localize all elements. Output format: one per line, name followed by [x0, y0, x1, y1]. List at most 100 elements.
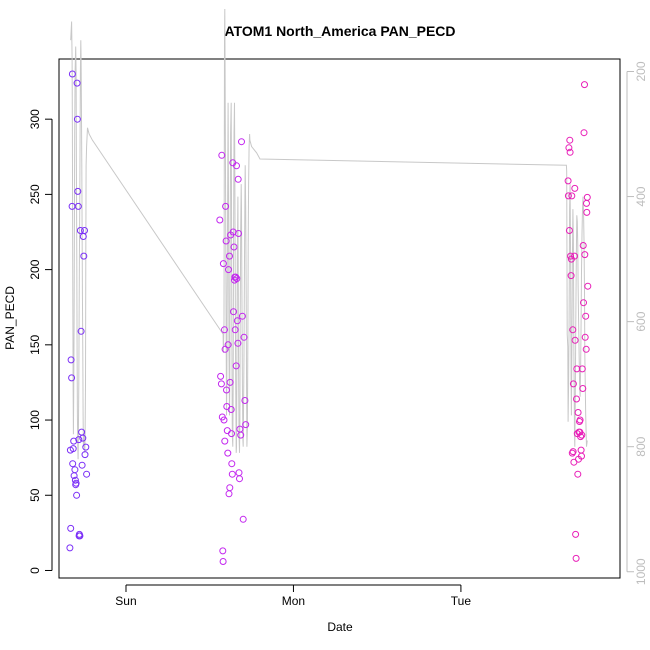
- data-point: [578, 431, 586, 439]
- data-point: [222, 202, 230, 210]
- data-point: [226, 252, 233, 260]
- data-point: [225, 266, 232, 274]
- data-point: [67, 524, 75, 532]
- data-point: [573, 395, 580, 403]
- data-point: [568, 192, 576, 200]
- data-point: [572, 554, 580, 562]
- y-tick-label: 250: [28, 184, 42, 204]
- data-point: [579, 385, 587, 392]
- data-point: [569, 380, 577, 388]
- y-tick-label: 100: [28, 410, 42, 430]
- data-point: [82, 443, 90, 451]
- data-point: [580, 129, 588, 137]
- data-point: [68, 374, 76, 382]
- data-point: [566, 136, 574, 144]
- data-point: [231, 326, 239, 334]
- data-point: [72, 479, 80, 487]
- data-point: [571, 252, 578, 260]
- data-point: [228, 470, 236, 478]
- data-point: [236, 475, 243, 483]
- data-point: [221, 326, 228, 334]
- data-point: [69, 445, 77, 453]
- chart-title: ATOM1 North_America PAN_PECD: [224, 23, 455, 39]
- data-point: [240, 333, 248, 341]
- data-point: [224, 341, 232, 349]
- data-point: [73, 491, 81, 499]
- secondary-line-layer: [70, 8, 588, 460]
- data-point: [576, 416, 584, 424]
- secondary-series-line: [70, 8, 588, 460]
- data-point: [566, 148, 574, 156]
- data-point: [74, 202, 82, 210]
- data-point: [234, 339, 242, 347]
- x-tick-label: Tue: [451, 594, 472, 608]
- x-axis-title: Date: [327, 620, 353, 634]
- data-point: [81, 227, 88, 234]
- data-point: [233, 275, 241, 283]
- data-point: [574, 470, 582, 478]
- data-point: [583, 199, 590, 207]
- y-tick-label: 200: [28, 259, 42, 279]
- y2-tick-label: 800: [634, 436, 648, 456]
- data-point: [235, 469, 243, 477]
- data-point: [571, 184, 579, 192]
- data-point: [564, 177, 572, 185]
- data-point: [578, 365, 586, 373]
- y-tick-label: 50: [28, 488, 42, 502]
- data-point: [238, 312, 246, 320]
- data-point: [569, 326, 577, 334]
- data-point: [238, 138, 245, 146]
- data-point: [230, 243, 238, 251]
- plot-area-frame: [58, 58, 621, 579]
- data-point: [565, 227, 573, 234]
- y-tick-label: 150: [28, 334, 42, 354]
- secondary-y-axis: 200 400 600 800 1000: [626, 61, 648, 585]
- data-point: [228, 430, 235, 438]
- data-point: [73, 79, 81, 87]
- data-point: [78, 461, 86, 469]
- data-point: [579, 242, 587, 249]
- data-point: [219, 547, 227, 555]
- data-point: [227, 406, 235, 413]
- data-point: [67, 356, 75, 364]
- data-point: [223, 386, 230, 394]
- data-point: [224, 449, 232, 457]
- x-axis: Sun Mon Tue: [115, 584, 472, 608]
- y-tick-label: 0: [28, 567, 42, 574]
- data-point: [232, 362, 240, 370]
- data-point: [225, 490, 233, 498]
- data-point: [577, 433, 585, 441]
- data-point: [79, 434, 87, 442]
- y-axis-title: PAN_PECD: [3, 286, 17, 350]
- data-point: [230, 308, 237, 316]
- data-point: [226, 378, 234, 386]
- data-point: [580, 299, 587, 307]
- data-point: [582, 312, 590, 320]
- data-point: [241, 397, 249, 404]
- y2-tick-label: 600: [634, 311, 648, 331]
- data-point: [578, 452, 585, 460]
- data-point: [71, 476, 79, 484]
- data-point: [583, 193, 591, 201]
- data-point: [76, 532, 84, 540]
- data-point: [237, 431, 245, 439]
- data-point: [69, 460, 77, 468]
- data-point: [217, 372, 225, 380]
- data-point: [581, 81, 588, 89]
- data-point: [222, 237, 230, 245]
- data-point: [242, 421, 250, 429]
- data-point: [567, 272, 575, 280]
- data-point: [571, 336, 579, 344]
- data-point: [581, 251, 589, 259]
- data-point: [218, 151, 226, 159]
- data-point: [582, 345, 590, 353]
- data-point: [233, 162, 240, 170]
- data-point: [239, 515, 247, 523]
- y2-tick-label: 1000: [634, 558, 648, 585]
- y-tick-label: 300: [28, 109, 42, 129]
- data-point: [577, 446, 585, 454]
- data-point: [235, 230, 242, 237]
- data-point: [71, 466, 79, 474]
- data-point: [80, 252, 88, 260]
- data-point: [81, 451, 89, 459]
